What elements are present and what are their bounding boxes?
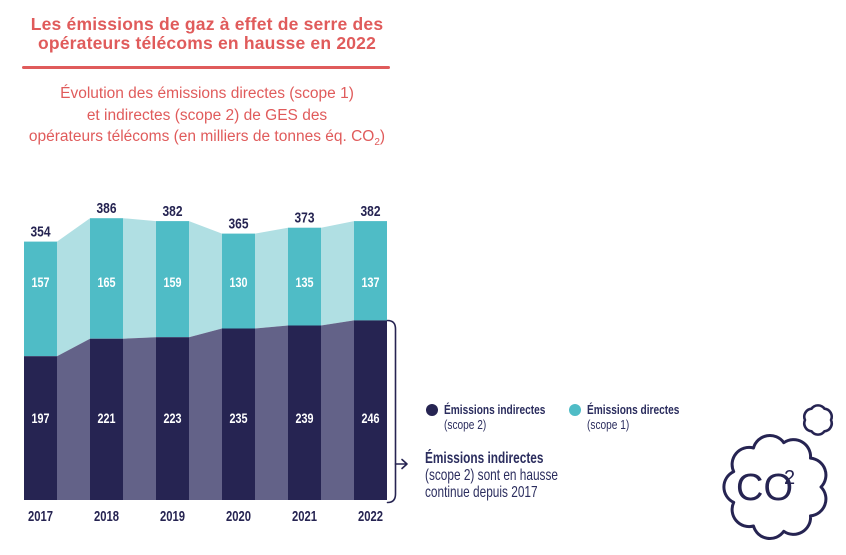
- label-total-2022: 382: [361, 203, 381, 220]
- bar-scope2-2022: [354, 320, 387, 500]
- annotation-line2: (scope 2) sont en hausse: [425, 467, 558, 484]
- axis-year-2021: 2021: [292, 508, 317, 525]
- label-scope2-2017: 197: [32, 410, 50, 426]
- cloud-big-icon: [722, 433, 828, 541]
- annotation-line3: continue depuis 2017: [425, 484, 538, 501]
- axis-year-2020: 2020: [226, 508, 251, 525]
- bar-scope2-2017: [24, 356, 57, 500]
- chart-subtitle: Évolution des émissions directes (scope …: [5, 83, 409, 148]
- area-scope2-gap: [321, 320, 354, 500]
- page-title-line1: Les émissions de gaz à effet de serre de…: [30, 14, 384, 34]
- label-scope1-2020: 130: [230, 274, 248, 290]
- axis-year-2017: 2017: [28, 508, 53, 525]
- area-scope2-gap: [123, 337, 156, 500]
- cloud-small-icon: [803, 404, 833, 436]
- legend-label-scope2: Émissions indirectes (scope 2): [444, 402, 546, 432]
- label-scope1-2022: 137: [362, 274, 380, 290]
- legend-dot-scope2: [426, 404, 438, 416]
- label-scope1-2018: 165: [98, 274, 116, 290]
- legend-item-scope2: Émissions indirectes (scope 2): [426, 402, 574, 432]
- area-scope1-gap: [57, 218, 90, 357]
- label-scope1-2019: 159: [164, 274, 182, 290]
- title-underline: [22, 66, 390, 69]
- annotation-bracket: [386, 319, 408, 504]
- label-total-2018: 386: [97, 200, 117, 217]
- area-scope1-gap: [123, 218, 156, 339]
- bar-scope2-2018: [90, 338, 123, 500]
- axis-year-2022: 2022: [358, 508, 383, 525]
- page-title: Les émissions de gaz à effet de serre de…: [10, 15, 404, 53]
- axis-year-2018: 2018: [94, 508, 119, 525]
- annotation-line1: Émissions indirectes: [425, 450, 544, 467]
- label-scope1-2021: 135: [296, 274, 314, 290]
- cloud-co-text: CO: [736, 467, 793, 509]
- arrow-right-icon: [394, 458, 408, 470]
- subtitle-line2: et indirectes (scope 2) de GES des: [86, 106, 328, 124]
- label-total-2021: 373: [295, 210, 315, 227]
- legend-label-scope1: Émissions directes (scope 1): [587, 402, 680, 432]
- area-scope2-gap: [189, 328, 222, 500]
- area-scope2-gap: [255, 325, 288, 500]
- area-scope1-gap: [255, 227, 288, 329]
- annotation-note: Émissions indirectes (scope 2) sont en h…: [425, 450, 558, 501]
- area-scope1-gap: [321, 221, 354, 326]
- bar-scope2-2020: [222, 328, 255, 500]
- label-scope2-2021: 239: [296, 410, 314, 426]
- page-title-line2: opérateurs télécoms en hausse en 2022: [37, 33, 377, 53]
- cloud-co-sup: 2: [784, 467, 795, 489]
- label-total-2020: 365: [229, 216, 249, 233]
- legend-item-scope1: Émissions directes (scope 1): [569, 402, 706, 432]
- subtitle-line3: opérateurs télécoms (en milliers de tonn…: [28, 128, 386, 149]
- bar-scope1-2017: [24, 241, 57, 357]
- bar-scope1-2019: [156, 221, 189, 338]
- label-total-2019: 382: [163, 203, 183, 220]
- label-scope2-2020: 235: [230, 410, 248, 426]
- area-scope1-gap: [189, 221, 222, 338]
- co2-cloud: CO 2: [722, 404, 833, 541]
- subtitle-line1: Évolution des émissions directes (scope …: [60, 85, 354, 102]
- legend-dot-scope1: [569, 404, 581, 416]
- label-scope2-2022: 246: [362, 410, 380, 426]
- label-scope2-2019: 223: [164, 410, 182, 426]
- label-scope2-2018: 221: [98, 410, 116, 426]
- bar-scope2-2019: [156, 337, 189, 500]
- bar-scope1-2022: [354, 221, 387, 321]
- bar-scope1-2018: [90, 218, 123, 339]
- bracket-shape: [386, 319, 397, 504]
- bar-scope1-2020: [222, 233, 255, 329]
- chart-plot: 354 157 197 2017 386 165 221 2018 382 159 223 2019 3…: [24, 200, 387, 525]
- bar-scope1-2021: [288, 227, 321, 326]
- label-scope1-2017: 157: [32, 274, 50, 290]
- axis-year-2019: 2019: [160, 508, 185, 525]
- bar-scope2-2021: [288, 325, 321, 500]
- area-scope2-gap: [57, 338, 90, 500]
- label-total-2017: 354: [31, 224, 52, 241]
